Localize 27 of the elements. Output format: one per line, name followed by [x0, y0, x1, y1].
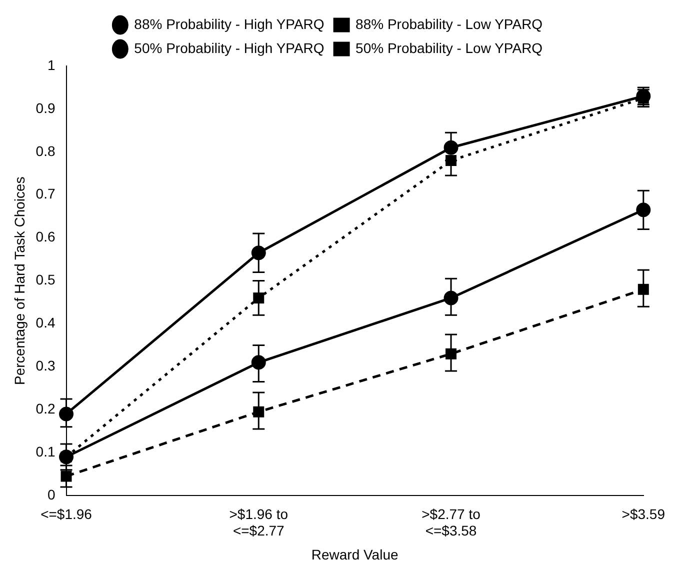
- legend-label: 50% Probability - Low YPARQ: [356, 40, 543, 56]
- legend-label: 88% Probability - High YPARQ: [134, 16, 324, 32]
- y-tick-label: 0.4: [36, 314, 56, 331]
- point: [253, 292, 264, 304]
- point: [253, 406, 264, 418]
- y-tick-label: 0: [47, 486, 56, 502]
- y-tick-label: 0.2: [36, 400, 56, 417]
- y-tick-label: 0.1: [36, 444, 56, 460]
- legend-label: 88% Probability - Low YPARQ: [356, 16, 543, 32]
- point: [636, 202, 651, 218]
- y-tick-label: 0.9: [36, 100, 56, 116]
- point: [251, 246, 266, 260]
- point: [638, 284, 649, 295]
- x-axis-title: Reward Value: [311, 546, 398, 562]
- y-tick-label: 0.5: [36, 272, 56, 288]
- legend-label: 50% Probability - High YPARQ: [134, 40, 324, 56]
- x-tick-label: >$2.77 to <=$3.58: [422, 506, 481, 539]
- y-axis-title: Percentage of Hard Task Choices: [11, 176, 28, 385]
- point: [446, 348, 457, 360]
- y-tick-label: 1: [47, 56, 56, 73]
- x-tick-label: >$1.96 to <=$2.77: [229, 506, 288, 539]
- y-tick-label: 0.6: [36, 228, 56, 245]
- y-tick-label: 0.3: [36, 358, 56, 374]
- x-tick-label: >$3.59: [622, 506, 666, 522]
- y-tick-label: 0.7: [36, 186, 56, 202]
- x-tick-label: <=$1.96: [40, 506, 92, 522]
- y-tick-label: 0.8: [36, 142, 56, 159]
